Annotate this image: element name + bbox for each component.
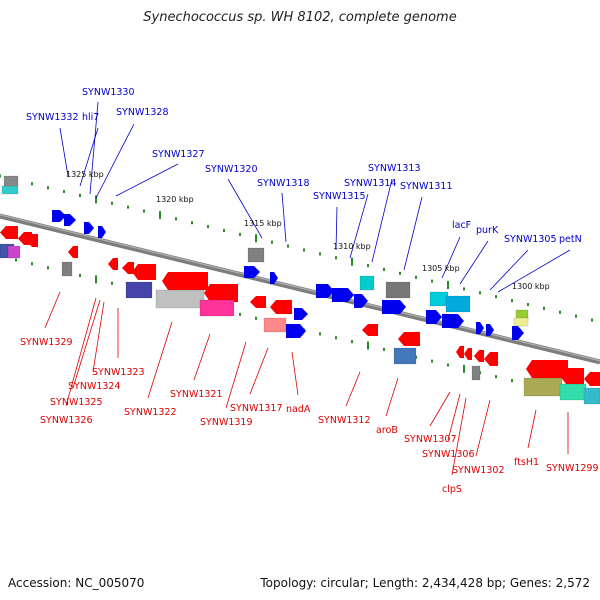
forward-gene-arrow (98, 226, 106, 238)
scale-tick-label: 1325 kbp (66, 170, 104, 179)
genome-summary-text: Topology: circular; Length: 2,434,428 bp… (260, 576, 590, 590)
forward-gene-arrow (294, 308, 308, 320)
reverse-gene-label: SYNW1299 (546, 463, 599, 474)
reverse-gene-label: SYNW1302 (452, 465, 505, 476)
forward-gene-arrow (512, 326, 524, 340)
reverse-gene-arrow (132, 264, 156, 280)
gene-block (155, 289, 205, 309)
gene-block (513, 317, 529, 327)
reverse-gene-label: clpS (442, 484, 462, 495)
forward-gene-label: SYNW1313 (368, 163, 421, 174)
forward-gene-arrow (476, 322, 484, 334)
forward-gene-label: purK (476, 225, 499, 236)
forward-gene-label: petN (559, 234, 582, 245)
forward-gene-label: SYNW1305 (504, 234, 557, 245)
reverse-gene-label: nadA (286, 404, 311, 415)
gene-block (583, 387, 600, 405)
reverse-gene-arrow (456, 346, 464, 358)
gene-block (471, 365, 481, 381)
forward-gene-label: SYNW1320 (205, 164, 258, 175)
reverse-gene-label: ftsH1 (514, 457, 539, 468)
gene-block (393, 347, 417, 365)
reverse-gene-arrow (526, 360, 568, 378)
forward-gene-label: SYNW1314 (344, 178, 397, 189)
forward-gene-label: SYNW1328 (116, 107, 169, 118)
forward-gene-label: SYNW1330 (82, 87, 135, 98)
scale-tick-label: 1315 kbp (244, 219, 282, 228)
gene-block (199, 299, 235, 317)
gene-block (523, 377, 563, 397)
forward-gene-arrow (426, 310, 442, 324)
forward-gene-arrow (270, 272, 278, 284)
reverse-gene-label: SYNW1306 (422, 449, 475, 460)
reverse-gene-arrow (0, 226, 18, 239)
gene-block (359, 275, 375, 291)
gene-block (247, 247, 265, 263)
reverse-gene-arrow (474, 350, 484, 362)
reverse-gene-arrow (204, 284, 238, 302)
forward-gene-arrow (52, 210, 66, 222)
reverse-gene-arrow (560, 368, 584, 384)
reverse-gene-arrow (362, 324, 378, 336)
forward-gene-label: lacF (452, 220, 471, 231)
reverse-gene-label: SYNW1319 (200, 417, 253, 428)
map-title: Synechococcus sp. WH 8102, complete geno… (143, 10, 457, 25)
reverse-gene-label: SYNW1326 (40, 415, 93, 426)
reverse-gene-arrow (68, 246, 78, 258)
reverse-gene-arrow (250, 296, 266, 308)
gene-block (445, 295, 471, 313)
gene-block (429, 291, 449, 307)
gene-block (125, 281, 153, 299)
scale-tick-label: 1310 kbp (333, 242, 371, 251)
forward-gene-arrow (84, 222, 94, 234)
reverse-gene-label: SYNW1323 (92, 367, 145, 378)
reverse-gene-arrow (270, 300, 292, 314)
reverse-gene-label: SYNW1317 (230, 403, 283, 414)
accession-text: Accession: NC_005070 (8, 576, 145, 590)
reverse-gene-arrow (108, 258, 118, 270)
forward-gene-arrow (382, 300, 406, 314)
forward-gene-label: SYNW1332 (26, 112, 79, 123)
genome-backbone (0, 213, 600, 365)
forward-gene-arrow (332, 288, 354, 302)
reverse-gene-label: SYNW1324 (68, 381, 121, 392)
reverse-gene-label: SYNW1312 (318, 415, 371, 426)
scale-tick-label: 1300 kbp (512, 282, 550, 291)
forward-gene-label: SYNW1311 (400, 181, 453, 192)
reverse-gene-arrow (398, 332, 420, 346)
forward-gene-arrow (286, 324, 306, 338)
reverse-gene-label: SYNW1321 (170, 389, 223, 400)
scale-tick-label: 1305 kbp (422, 264, 460, 273)
reverse-gene-label: SYNW1325 (50, 397, 103, 408)
forward-gene-arrow (316, 284, 334, 298)
forward-gene-arrow (486, 324, 494, 336)
forward-gene-label: SYNW1327 (152, 149, 205, 160)
forward-gene-label: SYNW1315 (313, 191, 366, 202)
forward-gene-arrow (244, 266, 260, 278)
gene-block (7, 245, 21, 259)
reverse-gene-arrow (584, 372, 600, 386)
gene-block (1, 185, 19, 195)
forward-gene-arrow (442, 314, 464, 328)
reverse-gene-arrow (26, 234, 38, 247)
gene-block (61, 261, 73, 277)
forward-gene-arrow (354, 294, 368, 308)
gene-block (559, 383, 587, 401)
scale-tick-label: 1320 kbp (156, 195, 194, 204)
reverse-gene-arrow (484, 352, 498, 366)
reverse-gene-label: aroB (376, 425, 398, 436)
reverse-gene-label: SYNW1322 (124, 407, 177, 418)
reverse-gene-label: SYNW1329 (20, 337, 73, 348)
reverse-gene-label: SYNW1307 (404, 434, 457, 445)
reverse-gene-arrow (122, 262, 134, 274)
forward-gene-arrow (64, 214, 76, 226)
reverse-gene-arrow (162, 272, 208, 290)
forward-gene-label: hli7 (82, 112, 99, 123)
forward-gene-label: SYNW1318 (257, 178, 310, 189)
gene-block (385, 281, 411, 299)
gene-block (263, 317, 287, 333)
reverse-gene-arrow (464, 348, 472, 360)
